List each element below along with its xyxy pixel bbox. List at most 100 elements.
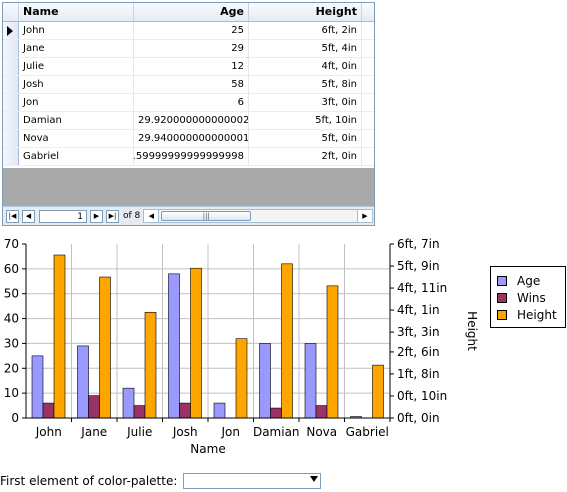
legend-swatch-age <box>497 276 507 286</box>
page-number-input[interactable]: 1 <box>39 209 87 223</box>
cell-name[interactable]: Jane <box>19 40 134 57</box>
bar-height-damian <box>281 263 293 419</box>
x-tick-label: Gabriel <box>346 425 389 439</box>
bar-height-john <box>53 254 66 419</box>
bar-height-jane <box>99 276 111 419</box>
table-row[interactable]: Damian 29.920000000000002 5ft, 10in <box>3 112 374 130</box>
legend-label-wins: Wins <box>517 291 546 305</box>
scroll-track[interactable]: ||| <box>159 210 357 222</box>
cell-height[interactable]: 3ft, 0in <box>249 94 362 111</box>
cell-name[interactable]: Josh <box>19 76 134 93</box>
bar-height-julie <box>144 311 157 419</box>
table-row[interactable]: Jon 6 3ft, 0in <box>3 94 374 112</box>
cell-height[interactable]: 5ft, 0in <box>249 130 362 147</box>
right-tick-label: 4ft, 1in <box>397 303 440 317</box>
bar-height-josh <box>190 267 202 419</box>
left-tick-label: 10 <box>4 386 19 400</box>
cell-age[interactable]: 0.59999999999999998 <box>134 148 249 165</box>
x-tick-label: Jon <box>221 425 241 439</box>
bar-age-jane <box>77 345 89 419</box>
cell-name[interactable]: Damian <box>19 112 134 129</box>
row-selector[interactable] <box>3 40 19 57</box>
cell-age[interactable]: 25 <box>134 22 249 39</box>
x-tick-label: John <box>35 425 62 439</box>
palette-select[interactable] <box>183 473 322 489</box>
table-row[interactable]: Gabriel 0.59999999999999998 2ft, 0in <box>3 148 374 166</box>
first-page-icon: |◀ <box>8 211 17 220</box>
scroll-right-icon[interactable]: ▶ <box>357 210 372 222</box>
x-tick-label: Nova <box>306 425 337 439</box>
bar-wins-nova <box>315 405 328 419</box>
right-tick-label: 5ft, 9in <box>397 259 440 273</box>
table-row[interactable]: Jane 29 5ft, 4in <box>3 40 374 58</box>
left-tick-label: 40 <box>4 312 19 326</box>
legend-item-wins: Wins <box>497 291 546 305</box>
row-selector[interactable] <box>3 94 19 111</box>
right-tick-label: 2ft, 6in <box>397 345 440 359</box>
right-tick-label: 1ft, 8in <box>397 367 440 381</box>
row-selector-header <box>3 3 19 21</box>
table-row[interactable]: Josh 58 5ft, 8in <box>3 76 374 94</box>
cell-age[interactable]: 12 <box>134 58 249 75</box>
cell-height[interactable]: 6ft, 2in <box>249 22 362 39</box>
next-page-button[interactable]: ▶ <box>90 209 103 223</box>
legend-swatch-height <box>497 310 507 320</box>
cell-height[interactable]: 4ft, 0in <box>249 58 362 75</box>
last-page-icon: ▶| <box>108 211 117 220</box>
cell-age[interactable]: 6 <box>134 94 249 111</box>
cell-age[interactable]: 29.920000000000002 <box>134 112 249 129</box>
scroll-left-icon[interactable]: ◀ <box>144 210 160 222</box>
bar-height-jon <box>235 338 248 419</box>
legend-item-age: Age <box>497 274 540 288</box>
column-header-height[interactable]: Height <box>249 3 362 21</box>
first-page-button[interactable]: |◀ <box>6 209 19 223</box>
right-axis-title: Height <box>465 311 479 351</box>
table-row[interactable]: Nova 29.940000000000001 5ft, 0in <box>3 130 374 148</box>
chevron-down-icon[interactable] <box>310 476 319 482</box>
cell-name[interactable]: John <box>19 22 134 39</box>
left-tick-label: 70 <box>4 237 19 251</box>
right-tick-label: 3ft, 3in <box>397 325 440 339</box>
data-grid[interactable]: Name Age Height John 25 6ft, 2in Jane 29… <box>2 2 375 226</box>
row-selector[interactable] <box>3 58 19 75</box>
column-header-name[interactable]: Name <box>19 3 134 21</box>
current-row-arrow-icon <box>7 26 13 36</box>
legend-label-age: Age <box>517 274 541 288</box>
scroll-thumb[interactable]: ||| <box>161 211 252 221</box>
bar-age-julie <box>122 387 135 419</box>
bar-chart: 0 10 20 30 40 50 60 70 0ft, 0in 0ft, 10in 1ft, 8in… <box>0 234 567 466</box>
bar-height-nova <box>326 285 339 419</box>
cell-age[interactable]: 58 <box>134 76 249 93</box>
x-tick-label: Jane <box>80 425 107 439</box>
column-header-age[interactable]: Age <box>134 3 249 21</box>
row-selector[interactable] <box>3 112 19 129</box>
left-tick-label: 30 <box>4 336 19 350</box>
cell-age[interactable]: 29.940000000000001 <box>134 130 249 147</box>
palette-label: First element of color-palette: <box>0 474 178 488</box>
table-row[interactable]: John 25 6ft, 2in <box>3 22 374 40</box>
table-row[interactable]: Julie 12 4ft, 0in <box>3 58 374 76</box>
right-tick-label: 0ft, 0in <box>397 411 440 425</box>
row-selector[interactable] <box>3 22 19 39</box>
cell-name[interactable]: Nova <box>19 130 134 147</box>
legend-swatch-wins <box>497 293 507 303</box>
grid-empty-area <box>3 168 374 208</box>
cell-name[interactable]: Julie <box>19 58 134 75</box>
prev-page-button[interactable]: ◀ <box>22 209 35 223</box>
last-page-button[interactable]: ▶| <box>106 209 119 223</box>
cell-age[interactable]: 29 <box>134 40 249 57</box>
row-selector[interactable] <box>3 76 19 93</box>
bar-height-gabriel <box>372 364 384 419</box>
horizontal-scrollbar[interactable]: ◀ ||| ▶ <box>143 209 373 223</box>
row-selector[interactable] <box>3 148 19 165</box>
cell-height[interactable]: 5ft, 4in <box>249 40 362 57</box>
cell-height[interactable]: 2ft, 0in <box>249 148 362 165</box>
cell-name[interactable]: Gabriel <box>19 148 134 165</box>
cell-height[interactable]: 5ft, 8in <box>249 76 362 93</box>
row-selector[interactable] <box>3 130 19 147</box>
x-tick-label: Josh <box>172 425 198 439</box>
cell-height[interactable]: 5ft, 10in <box>249 112 362 129</box>
x-tick-label: Julie <box>126 425 152 439</box>
cell-name[interactable]: Jon <box>19 94 134 111</box>
x-tick-label: Damian <box>253 425 300 439</box>
